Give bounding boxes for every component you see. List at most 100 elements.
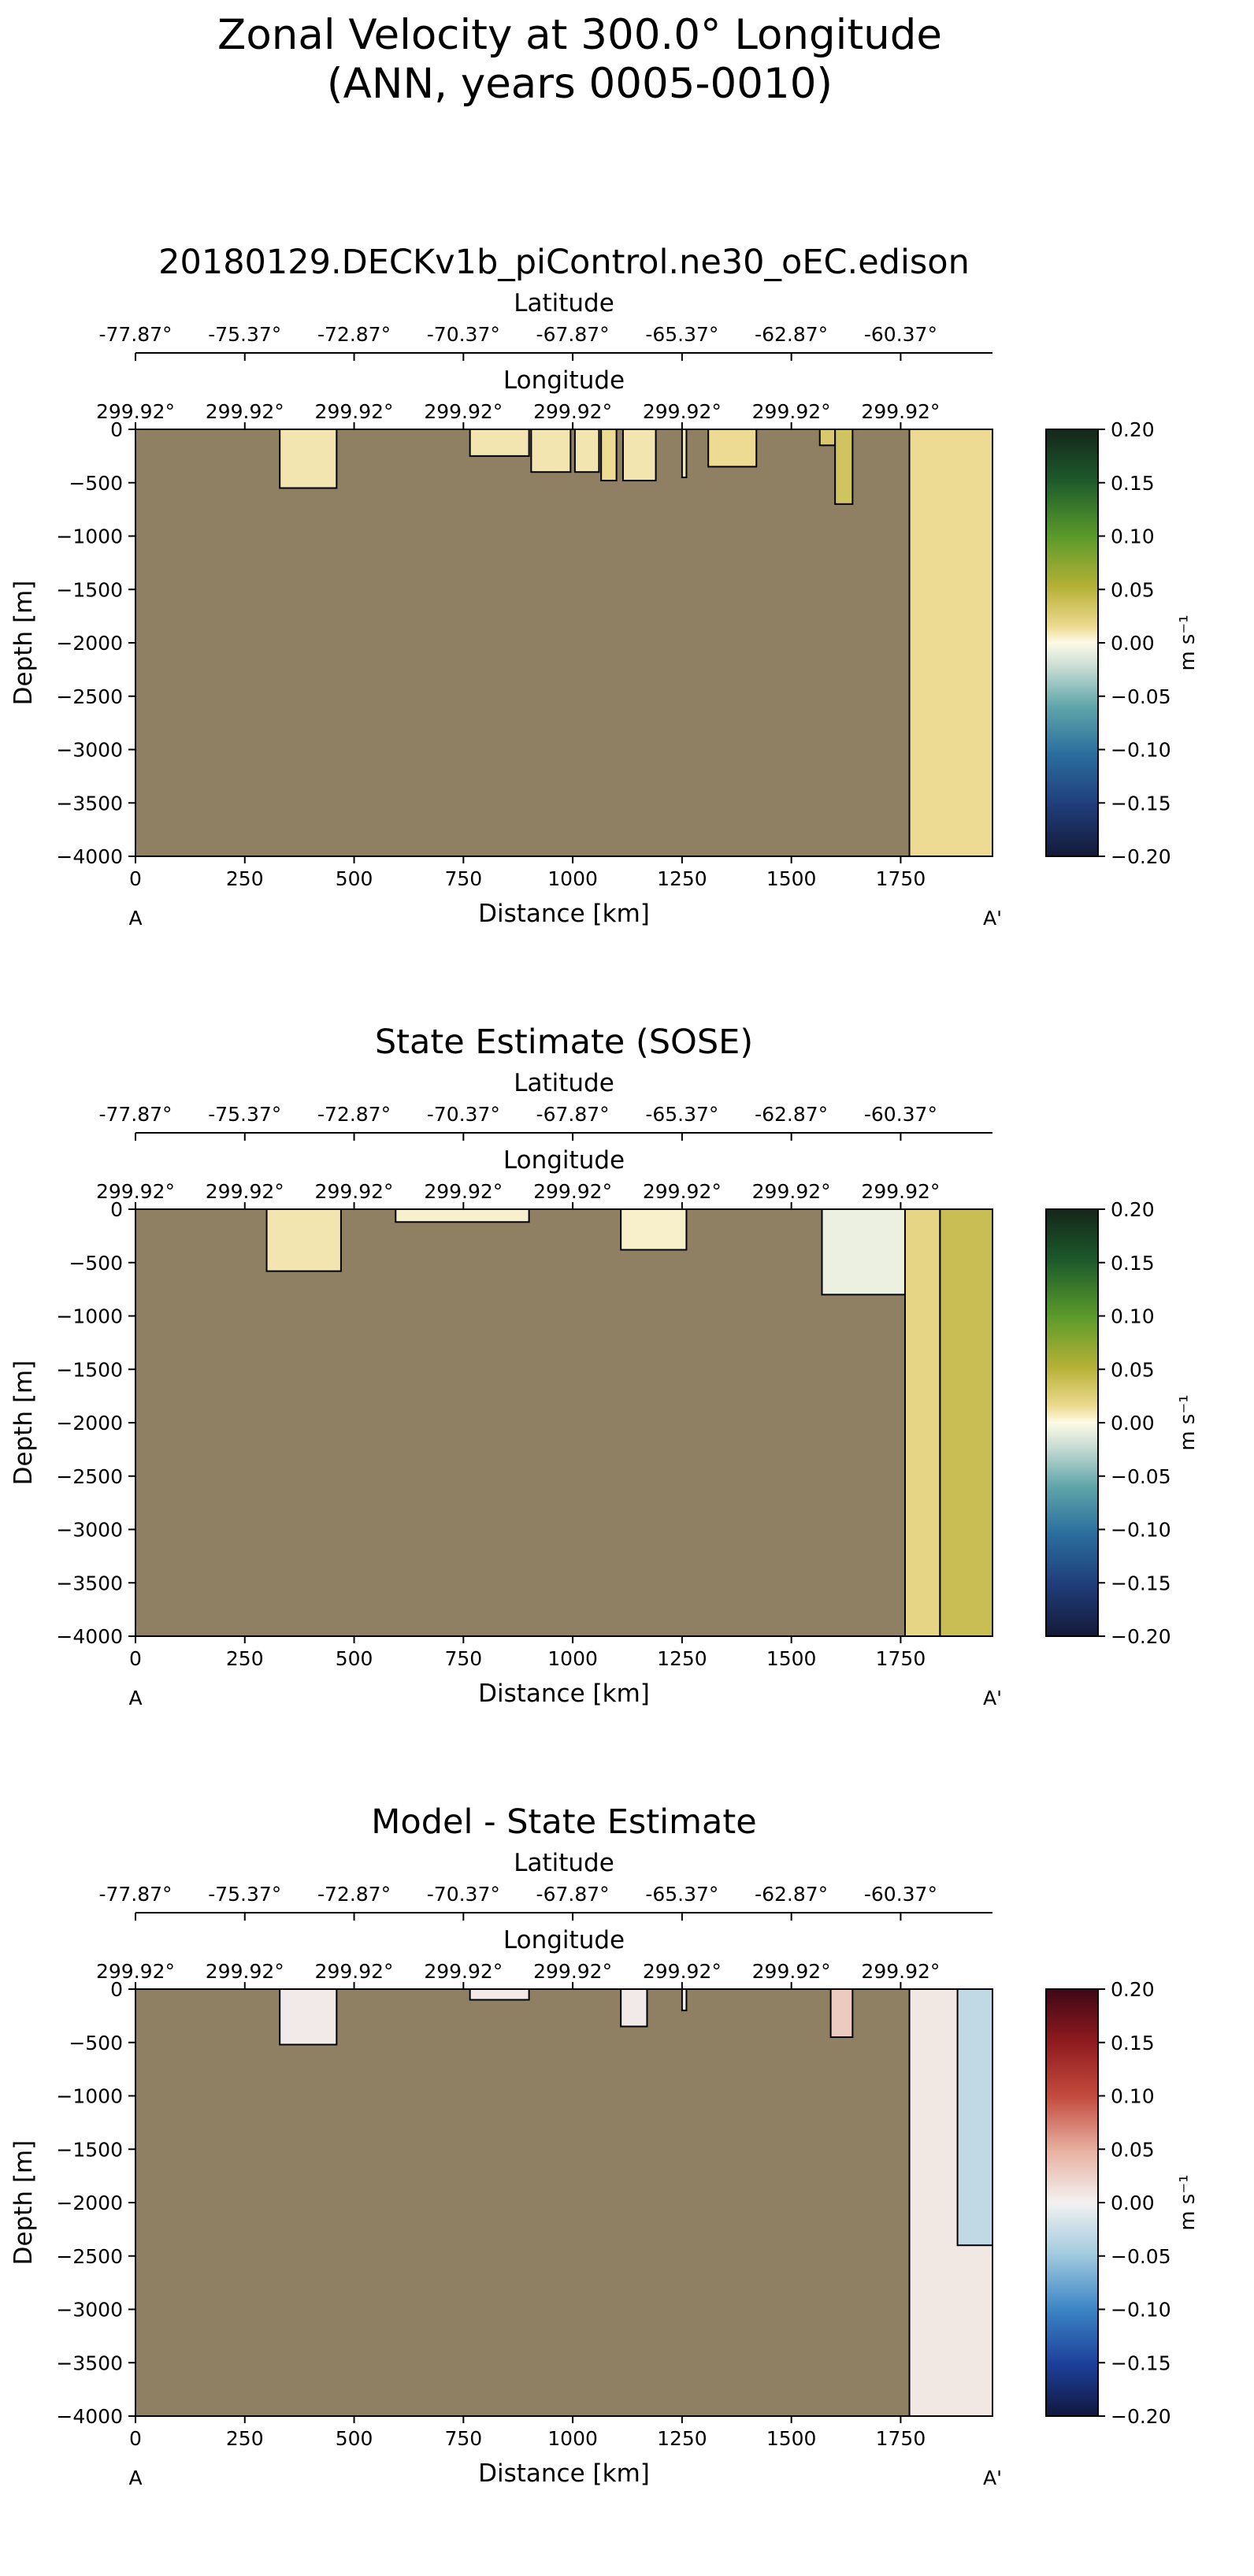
colorbar [1045,1988,1099,2417]
latitude-tick-label: -75.37° [208,323,281,346]
longitude-tick-label: 299.92° [533,400,612,423]
longitude-tick-label: 299.92° [315,1960,394,1983]
longitude-tick-label: 299.92° [424,1180,503,1203]
longitude-axis-label: Longitude [503,366,625,395]
y-tick-label: −4000 [56,845,123,868]
x-tick-label: 250 [226,2427,264,2450]
colorbar-tick-label: −0.20 [1111,1625,1171,1648]
colorbar-tick-label: 0.00 [1111,632,1155,655]
x-tick-label: 0 [129,1647,142,1670]
panel-title: 20180129.DECKv1b_piControl.ne30_oEC.edis… [158,243,970,282]
water-region [469,429,530,457]
y-tick-label: −3500 [56,792,123,815]
colorbar-tick-label: 0.15 [1111,2032,1155,2054]
latitude-tick-label: -70.37° [427,1883,500,1906]
x-axis-label: Distance [km] [478,2459,650,2488]
water-region [279,429,338,489]
y-tick-label: −2500 [56,685,123,708]
x-tick-label: 1500 [766,1647,817,1670]
water-region [620,1988,648,2028]
colorbar-tick-label: −0.10 [1111,739,1171,762]
y-tick-label: −3000 [56,1519,123,1542]
longitude-tick-label: 299.92° [752,1960,831,1983]
y-axis-label: Depth [m] [9,2140,38,2266]
longitude-tick-label: 299.92° [643,1960,722,1983]
y-tick-label: 0 [110,1198,123,1221]
colorbar-label: m s⁻¹ [1176,614,1200,670]
water-region [829,1988,854,2038]
x-tick-label: 1250 [657,1647,707,1670]
water-region [821,1208,906,1296]
latitude-tick-label: -62.87° [755,323,828,346]
water-region [469,1988,530,2001]
y-tick-label: −2000 [56,1412,123,1435]
latitude-tick-label: -72.87° [317,1883,391,1906]
latitude-tick-label: -77.87° [98,1883,172,1906]
latitude-tick-label: -60.37° [864,323,937,346]
x-tick-label: 1000 [547,2427,598,2450]
y-tick-label: −1500 [56,2138,123,2161]
y-tick-label: −2000 [56,2192,123,2214]
water-region [279,1988,338,2046]
colorbar-tick-label: −0.20 [1111,845,1171,868]
water-region [530,429,572,473]
section-end-label: A' [983,1687,1002,1709]
longitude-tick-label: 299.92° [643,400,722,423]
land-background [135,429,992,856]
water-region [573,429,600,473]
y-tick-label: −3500 [56,2351,123,2374]
water-region [903,1208,941,1637]
colorbar-tick-label: 0.00 [1111,1412,1155,1435]
longitude-axis-label: Longitude [503,1926,625,1954]
latitude-tick-label: -70.37° [427,323,500,346]
colorbar-tick-label: −0.05 [1111,2245,1171,2268]
y-axis-label: Depth [m] [9,581,38,706]
water-region [681,1988,688,2012]
x-tick-label: 500 [336,2427,373,2450]
water-region [620,1208,688,1251]
latitude-tick-label: -67.87° [536,1103,610,1126]
section-start-label: A [128,1687,142,1709]
colorbar-tick-label: −0.10 [1111,1519,1171,1542]
y-axis-label: Depth [m] [9,1360,38,1486]
latitude-tick-label: -65.37° [645,1103,718,1126]
longitude-tick-label: 299.92° [752,400,831,423]
y-tick-label: −3500 [56,1572,123,1594]
land-background [135,1989,992,2416]
colorbar-tick-label: −0.20 [1111,2405,1171,2428]
x-tick-label: 500 [336,867,373,890]
longitude-tick-label: 299.92° [861,1180,940,1203]
longitude-tick-label: 299.92° [533,1960,612,1983]
longitude-tick-label: 299.92° [96,1960,175,1983]
longitude-tick-label: 299.92° [752,1180,831,1203]
latitude-axis-label: Latitude [514,289,614,317]
x-tick-label: 750 [444,2427,482,2450]
x-tick-label: 0 [129,867,142,890]
chart-panel-1: 20180129.DECKv1b_piControl.ne30_oEC.edis… [9,243,1200,930]
y-tick-label: −3000 [56,2299,123,2322]
water-region [395,1208,530,1223]
colorbar-tick-label: −0.15 [1111,1572,1171,1594]
longitude-tick-label: 299.92° [643,1180,722,1203]
longitude-tick-label: 299.92° [424,1960,503,1983]
x-tick-label: 1000 [547,1647,598,1670]
water-region [600,429,618,482]
latitude-tick-label: -72.87° [317,323,391,346]
longitude-tick-label: 299.92° [424,400,503,423]
latitude-axis-label: Latitude [514,1849,614,1877]
section-end-label: A' [983,907,1002,930]
longitude-tick-label: 299.92° [533,1180,612,1203]
colorbar-tick-label: −0.15 [1111,792,1171,815]
y-tick-label: 0 [110,1978,123,2001]
longitude-tick-label: 299.92° [315,1180,394,1203]
x-tick-label: 1500 [766,867,817,890]
water-region [939,1208,993,1637]
latitude-tick-label: -67.87° [536,1883,610,1906]
colorbar-tick-label: −0.05 [1111,1465,1171,1488]
colorbar-tick-label: −0.10 [1111,2299,1171,2322]
y-tick-label: −2000 [56,632,123,655]
latitude-tick-label: -77.87° [98,1103,172,1126]
colorbar-tick-label: 0.20 [1111,418,1155,441]
latitude-tick-label: -62.87° [755,1103,828,1126]
